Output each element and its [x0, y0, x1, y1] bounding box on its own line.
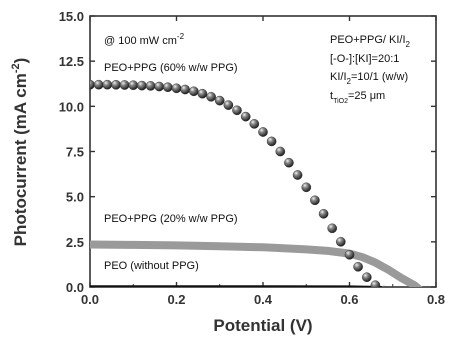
data-point-ppg60 [344, 249, 355, 260]
x-axis-title: Potential (V) [213, 316, 312, 335]
thickness-subscript: TiO2 [333, 98, 348, 105]
data-point-ppg60 [266, 136, 277, 147]
data-point-ppg60 [318, 208, 329, 219]
data-point-ppg60 [102, 79, 113, 90]
y-tick-label: 2.5 [66, 235, 84, 250]
data-point-ppg60 [370, 280, 381, 287]
electrolyte-title: PEO+PPG/ KI/I2 [330, 34, 411, 49]
ratio-line: [-O-]:[KI]=20:1 [330, 53, 399, 65]
data-point-ppg60 [310, 195, 320, 206]
y-axis-title-superscript: -2 [10, 63, 22, 73]
y-tick-label: 15.0 [59, 9, 84, 24]
data-point-ppg60 [171, 83, 182, 94]
ki-ratio-subscript: 2 [347, 77, 352, 86]
intensity-superscript: -2 [177, 32, 185, 41]
data-point-ppg60 [162, 82, 173, 92]
y-tick-label: 10.0 [59, 99, 84, 114]
data-point-ppg60 [214, 95, 225, 106]
data-point-ppg60 [275, 146, 286, 157]
data-point-ppg60 [188, 86, 199, 97]
x-tick-label: 0.8 [427, 292, 445, 307]
data-point-ppg60 [327, 223, 338, 234]
x-tick-label: 0.0 [81, 292, 99, 307]
y-axis-title: Photocurrent (mA cm-2) [10, 58, 30, 247]
data-point-ppg60 [137, 80, 147, 91]
data-point-ppg60 [206, 92, 216, 102]
data-point-ppg60 [223, 100, 234, 110]
series-layer [90, 79, 423, 301]
data-point-ppg60 [380, 285, 388, 287]
data-point-ppg60 [284, 157, 294, 168]
ki-ratio-line: KI/I2=10/1 (w/w) [330, 71, 408, 86]
data-point-ppg60 [240, 111, 251, 122]
series-label-ppg20: PEO+PPG (20% w/w PPG) [104, 213, 238, 225]
y-tick-label: 5.0 [66, 190, 84, 205]
y-tick-label: 7.5 [66, 145, 84, 160]
series-line-peo [90, 285, 385, 287]
electrolyte-title-subscript: 2 [406, 40, 411, 49]
series-label-peo: PEO (without PPG) [104, 260, 199, 272]
series-line-ppg20 [90, 240, 423, 287]
series-label-ppg60: PEO+PPG (60% w/w PPG) [104, 62, 238, 74]
data-point-ppg60 [232, 105, 242, 116]
data-point-ppg60 [353, 261, 363, 272]
data-point-ppg60 [258, 127, 268, 137]
data-point-ppg60 [388, 291, 397, 300]
data-point-ppg60 [335, 236, 346, 247]
data-point-ppg60 [397, 292, 406, 301]
data-point-ppg60 [119, 80, 130, 90]
data-point-ppg60 [361, 272, 372, 283]
intensity-label: @ 100 mW cm-2 [104, 32, 185, 47]
data-point-ppg60 [393, 291, 402, 300]
x-tick-label: 0.2 [167, 292, 185, 307]
data-point-ppg60 [249, 119, 260, 129]
x-tick-label: 0.4 [254, 292, 273, 307]
data-point-ppg60 [154, 81, 164, 92]
data-point-ppg60 [111, 80, 121, 90]
data-point-ppg60 [90, 79, 95, 90]
data-point-ppg60 [292, 170, 303, 180]
data-point-ppg60 [197, 88, 208, 99]
x-tick-label: 0.6 [340, 292, 358, 307]
data-point-ppg60 [180, 84, 190, 95]
y-tick-label: 0.0 [66, 280, 84, 295]
data-point-ppg60 [145, 81, 156, 91]
y-tick-label: 12.5 [59, 54, 84, 69]
data-point-ppg60 [128, 80, 139, 90]
thickness-line: tTiO2=25 μm [330, 90, 385, 105]
data-point-ppg60 [93, 79, 104, 90]
data-point-ppg60 [301, 182, 312, 193]
